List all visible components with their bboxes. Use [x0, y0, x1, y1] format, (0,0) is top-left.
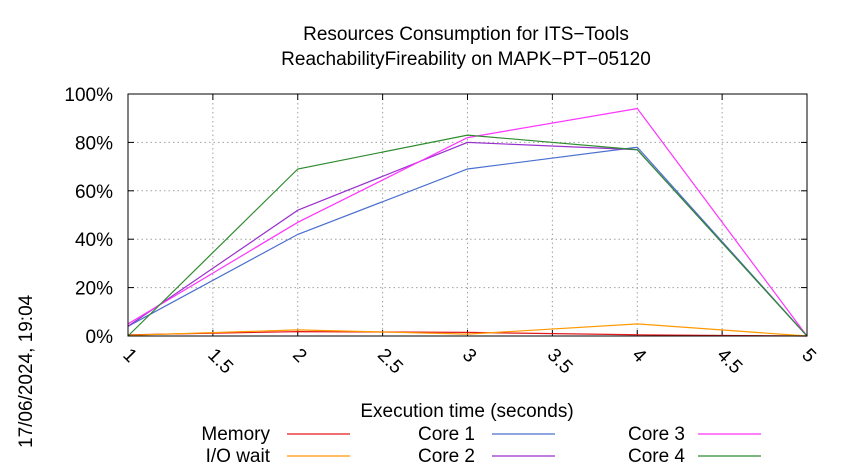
- y-tick-label: 0%: [86, 327, 114, 348]
- grid-lines: [127, 93, 808, 337]
- x-axis-label: Execution time (seconds): [360, 401, 573, 422]
- legend-label-memory: Memory: [201, 424, 270, 445]
- y-tick-label: 100%: [64, 85, 113, 106]
- series-line-core-4: [127, 134, 808, 337]
- x-tick-label: 3.5: [543, 345, 577, 379]
- series-line-i-o-wait: [127, 323, 808, 337]
- y-tick-label: 40%: [75, 230, 113, 251]
- legend-label-core-2: Core 2: [418, 446, 475, 467]
- x-tick-label: 2.5: [373, 345, 407, 379]
- y-tick-label: 20%: [75, 279, 113, 300]
- x-tick-label: 4.5: [713, 345, 747, 379]
- chart-subtitle: ReachabilityFireability on MAPK−PT−05120: [281, 49, 651, 70]
- legend-label-core-1: Core 1: [418, 424, 475, 445]
- series-line-core-3: [127, 107, 808, 337]
- x-tick-label: 1.5: [203, 345, 237, 379]
- x-tick-label: 1: [118, 345, 140, 367]
- y-tick-labels: 0% 20% 40% 60% 80% 100%: [64, 85, 113, 348]
- series-line-core-1: [127, 146, 808, 337]
- legend-label-i-o-wait: I/O wait: [206, 446, 271, 467]
- x-tick-label: 4: [628, 345, 651, 368]
- x-tick-label: 3: [458, 345, 480, 367]
- y-tick-label: 80%: [75, 133, 113, 154]
- timestamp-label: 17/06/2024, 19:04: [16, 294, 37, 448]
- plot-frame: [127, 93, 808, 337]
- x-tick-label: 5: [797, 345, 819, 367]
- chart-title: Resources Consumption for ITS−Tools: [303, 24, 629, 45]
- x-tick-labels: 1 1.5 2 2.5 3 3.5 4 4.5 5: [118, 345, 819, 379]
- series-line-memory: [127, 330, 808, 337]
- y-tick-label: 60%: [75, 182, 113, 203]
- x-tick-label: 2: [288, 345, 310, 367]
- legend-label-core-3: Core 3: [628, 424, 685, 445]
- legend-label-core-4: Core 4: [628, 446, 685, 467]
- series-lines: [127, 107, 808, 337]
